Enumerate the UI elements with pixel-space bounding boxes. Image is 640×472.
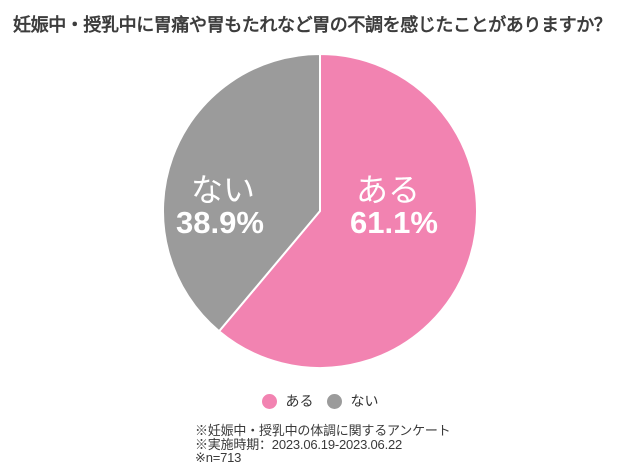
- legend-label-nai: ない: [350, 393, 379, 409]
- legend-item-aru: ある: [261, 393, 314, 409]
- legend-dot-pink-icon: [261, 393, 277, 409]
- footnotes: ※妊娠中・授乳中の体調に関するアンケート ※実施時期：2023.06.19-20…: [195, 423, 451, 465]
- pie-chart: ある 61.1% ない 38.9%: [160, 52, 480, 372]
- legend-label-aru: ある: [285, 393, 314, 409]
- footnote-sample-size: ※n=713: [195, 450, 242, 465]
- slice-label-aru: ある: [356, 172, 420, 208]
- slice-pct-aru: 61.1%: [350, 205, 438, 240]
- pie-slice-aru: [218, 53, 478, 369]
- slice-pct-nai: 38.9%: [176, 205, 264, 240]
- chart-title: 妊娠中・授乳中に胃痛や胃もたれなど胃の不調を感じたことがありますか？: [13, 15, 612, 35]
- legend-dot-gray-icon: [326, 393, 342, 409]
- legend-item-nai: ない: [326, 393, 379, 409]
- pie-slice-nai: [162, 53, 321, 333]
- footnote-period: ※実施時期：2023.06.19-2023.06.22: [195, 436, 403, 452]
- pie-chart-svg: ある 61.1% ない 38.9%: [162, 53, 478, 369]
- slice-label-nai: ない: [191, 172, 255, 208]
- chart-legend: ある ない: [0, 393, 640, 409]
- footnote-survey: ※妊娠中・授乳中の体調に関するアンケート: [195, 423, 451, 438]
